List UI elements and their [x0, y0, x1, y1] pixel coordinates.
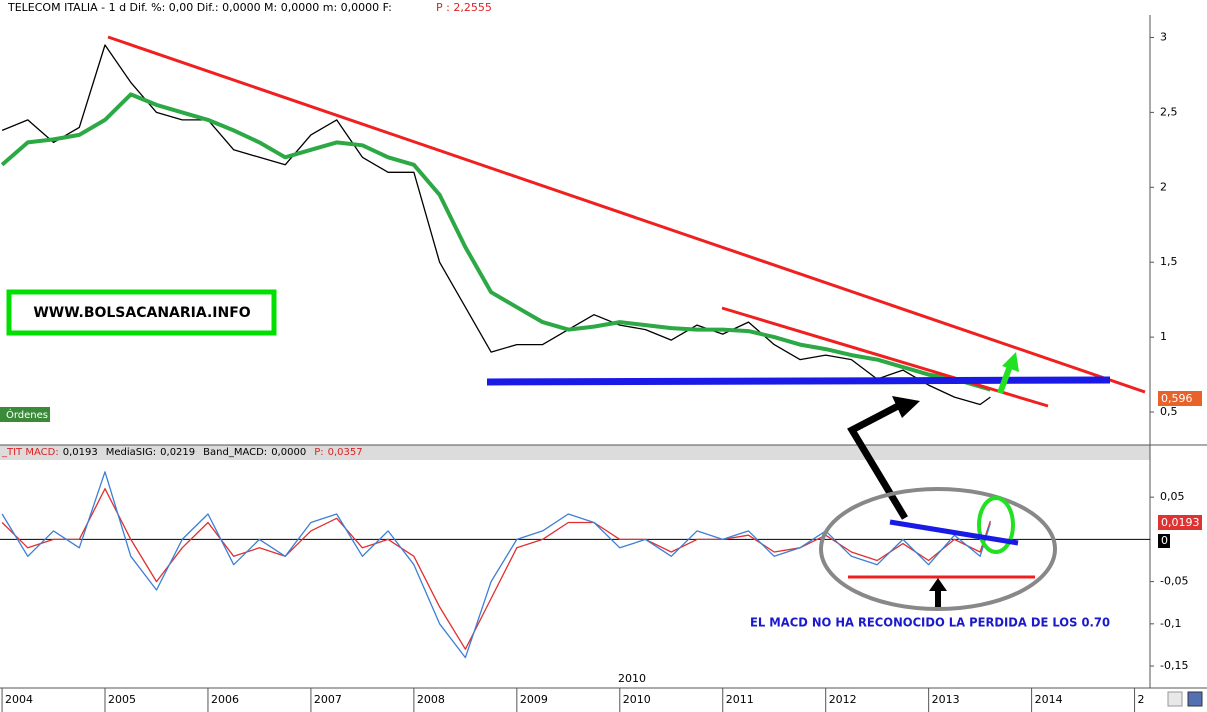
band-value-box: [1158, 534, 1170, 548]
watermark-box: [6, 289, 277, 336]
y-tick-label: 1: [1160, 330, 1167, 343]
save-icon[interactable]: [1187, 691, 1203, 707]
black-arrow: [847, 402, 908, 520]
y-tick-label: 3: [1160, 30, 1167, 43]
indicator-name: Band_MACD:: [203, 447, 267, 458]
band-value-label: 0: [1161, 534, 1168, 547]
black-arrow-head: [892, 396, 920, 418]
indicator-name: MediaSIG:: [106, 447, 156, 458]
y-tick-label: -0,05: [1160, 575, 1188, 588]
header-price: P : 2,2555: [436, 1, 492, 14]
y-tick-label: 0,5: [1160, 405, 1178, 418]
series-line: [1, 44, 991, 406]
x-tick-label: 2011: [726, 693, 754, 706]
green-arrow-head: [1002, 352, 1019, 372]
trend-line: [107, 35, 1146, 394]
last-value-label: 0,596: [1161, 392, 1193, 405]
indicator-name: _TIT MACD:: [1, 447, 59, 458]
plot-area: 3 2,5 2 1,5 1 0,50,596 0,05 -0,05 -0,1 -0,15 2004 2…: [0, 30, 1202, 712]
last-value-label: 0,0193: [1161, 516, 1200, 529]
x-tick-label: 2010: [623, 693, 651, 706]
x-tick-label: 2009: [520, 693, 548, 706]
macd-trend: [889, 519, 1019, 546]
x-tick-label: 2008: [417, 693, 445, 706]
orders-label: Órdenes: [6, 408, 48, 421]
series-line: [1, 471, 992, 659]
indicator-value: 0,0000: [271, 447, 306, 458]
x-tick-label: 2: [1138, 693, 1145, 706]
indicator-value: 0,0193: [63, 447, 98, 458]
last-value-box: [1158, 515, 1202, 530]
y-tick-label: -0,15: [1160, 659, 1188, 672]
cursor-label: 2010: [618, 672, 646, 685]
toolbar-icon[interactable]: [1167, 691, 1183, 707]
highlight-ellipse: [819, 487, 1057, 611]
x-tick-label: 2006: [211, 693, 239, 706]
green-ellipse: [977, 496, 1015, 554]
x-tick-label: 2004: [5, 693, 33, 706]
up-arrow-head: [929, 578, 947, 591]
annotation: EL MACD NO HA RECONOCIDO LA PERDIDA DE L…: [750, 616, 1110, 630]
indicator-value: 0,0357: [328, 447, 363, 458]
y-tick-label: 0,05: [1160, 490, 1185, 503]
x-tick-label: 2013: [932, 693, 960, 706]
support-line: [486, 376, 1111, 386]
y-tick-label: 1,5: [1160, 255, 1178, 268]
trend-line: [721, 306, 1049, 408]
indicator-value: 0,0219: [160, 447, 195, 458]
orders-tab: [0, 407, 50, 422]
green-arrow: [997, 364, 1013, 395]
series-line: [0, 92, 991, 392]
x-tick-label: 2005: [108, 693, 136, 706]
y-tick-label: -0,1: [1160, 617, 1181, 630]
x-tick-label: 2014: [1035, 693, 1063, 706]
macd-header: _TIT MACD: 0,0193 MediaSIG: 0,0219 Band_MACD…: [1, 447, 363, 458]
indicator-name: P:: [314, 447, 323, 458]
x-tick-label: 2007: [314, 693, 342, 706]
y-tick-label: 2: [1160, 180, 1167, 193]
x-tick-label: 2012: [829, 693, 857, 706]
last-value-box: [1158, 391, 1202, 406]
watermark: WWW.BOLSACANARIA.INFO: [33, 305, 250, 321]
header-text: TELECOM ITALIA - 1 d Dif. %: 0,00 Dif.: …: [7, 1, 392, 14]
y-tick-label: 2,5: [1160, 105, 1178, 118]
